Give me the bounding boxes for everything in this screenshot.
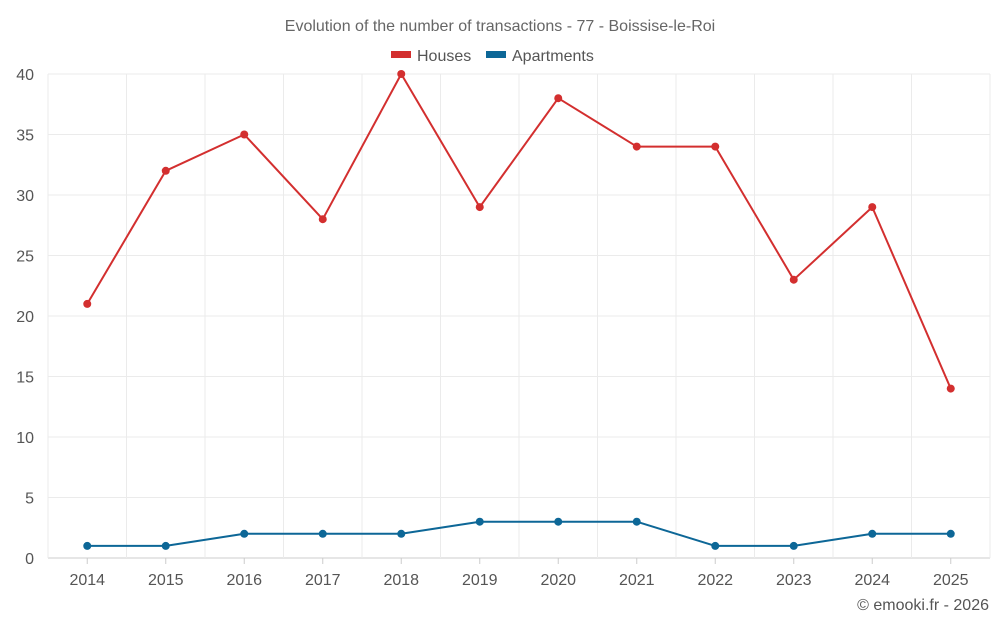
series bbox=[83, 70, 955, 550]
y-tick-label: 5 bbox=[25, 491, 34, 508]
data-point-houses[interactable] bbox=[83, 299, 92, 308]
x-tick-label: 2016 bbox=[226, 572, 262, 589]
y-tick-label: 10 bbox=[16, 430, 34, 447]
data-point-apartments[interactable] bbox=[632, 517, 641, 526]
x-tick-label: 2018 bbox=[383, 572, 419, 589]
data-point-houses[interactable] bbox=[161, 166, 170, 175]
x-tick-label: 2017 bbox=[305, 572, 341, 589]
chart-title: Evolution of the number of transactions … bbox=[285, 18, 715, 35]
data-point-houses[interactable] bbox=[789, 275, 798, 284]
x-tick-label: 2015 bbox=[148, 572, 184, 589]
x-tick-label: 2024 bbox=[854, 572, 890, 589]
data-point-houses[interactable] bbox=[711, 142, 720, 151]
y-tick-label: 40 bbox=[16, 67, 34, 84]
x-tick-label: 2019 bbox=[462, 572, 498, 589]
x-tick-label: 2023 bbox=[776, 572, 812, 589]
x-tick-label: 2014 bbox=[69, 572, 105, 589]
data-point-apartments[interactable] bbox=[946, 529, 955, 538]
legend-label-apartments: Apartments bbox=[512, 48, 594, 65]
data-point-apartments[interactable] bbox=[83, 541, 92, 550]
data-point-apartments[interactable] bbox=[554, 517, 563, 526]
data-point-apartments[interactable] bbox=[318, 529, 327, 538]
legend: Houses Apartments bbox=[391, 48, 594, 65]
data-point-houses[interactable] bbox=[240, 130, 249, 139]
x-axis: 2014 2015 2016 2017 2018 2019 2020 2021 2022 2023… bbox=[69, 558, 969, 589]
y-tick-label: 35 bbox=[16, 128, 34, 145]
y-tick-label: 15 bbox=[16, 370, 34, 387]
credit-text: © emooki.fr - 2026 bbox=[857, 597, 989, 614]
y-tick-label: 20 bbox=[16, 309, 34, 326]
y-axis: 0 5 10 15 20 25 30 35 40 bbox=[16, 67, 34, 568]
x-tick-label: 2025 bbox=[933, 572, 969, 589]
data-point-apartments[interactable] bbox=[475, 517, 484, 526]
data-point-houses[interactable] bbox=[397, 70, 406, 78]
data-point-houses[interactable] bbox=[318, 215, 327, 224]
series-line-apartments bbox=[87, 520, 951, 547]
legend-item-houses[interactable]: Houses bbox=[391, 48, 471, 65]
data-point-houses[interactable] bbox=[475, 203, 484, 212]
x-tick-label: 2022 bbox=[697, 572, 733, 589]
data-point-houses[interactable] bbox=[632, 142, 641, 151]
data-point-apartments[interactable] bbox=[711, 541, 720, 550]
data-point-apartments[interactable] bbox=[240, 529, 249, 538]
y-tick-label: 25 bbox=[16, 249, 34, 266]
x-tick-label: 2021 bbox=[619, 572, 655, 589]
legend-item-apartments[interactable]: Apartments bbox=[486, 48, 594, 65]
data-point-apartments[interactable] bbox=[161, 541, 170, 550]
x-tick-label: 2020 bbox=[540, 572, 576, 589]
y-tick-label: 30 bbox=[16, 188, 34, 205]
data-point-houses[interactable] bbox=[946, 384, 955, 393]
y-tick-label: 0 bbox=[25, 551, 34, 568]
data-point-apartments[interactable] bbox=[868, 529, 877, 538]
grid bbox=[47, 73, 991, 559]
data-point-houses[interactable] bbox=[868, 203, 877, 212]
legend-label-houses: Houses bbox=[417, 48, 471, 65]
legend-swatch-houses bbox=[391, 51, 411, 58]
data-point-apartments[interactable] bbox=[397, 529, 406, 538]
data-point-apartments[interactable] bbox=[789, 541, 798, 550]
data-point-houses[interactable] bbox=[554, 94, 563, 103]
legend-swatch-apartments bbox=[486, 51, 506, 58]
series-line-houses bbox=[86, 73, 952, 389]
